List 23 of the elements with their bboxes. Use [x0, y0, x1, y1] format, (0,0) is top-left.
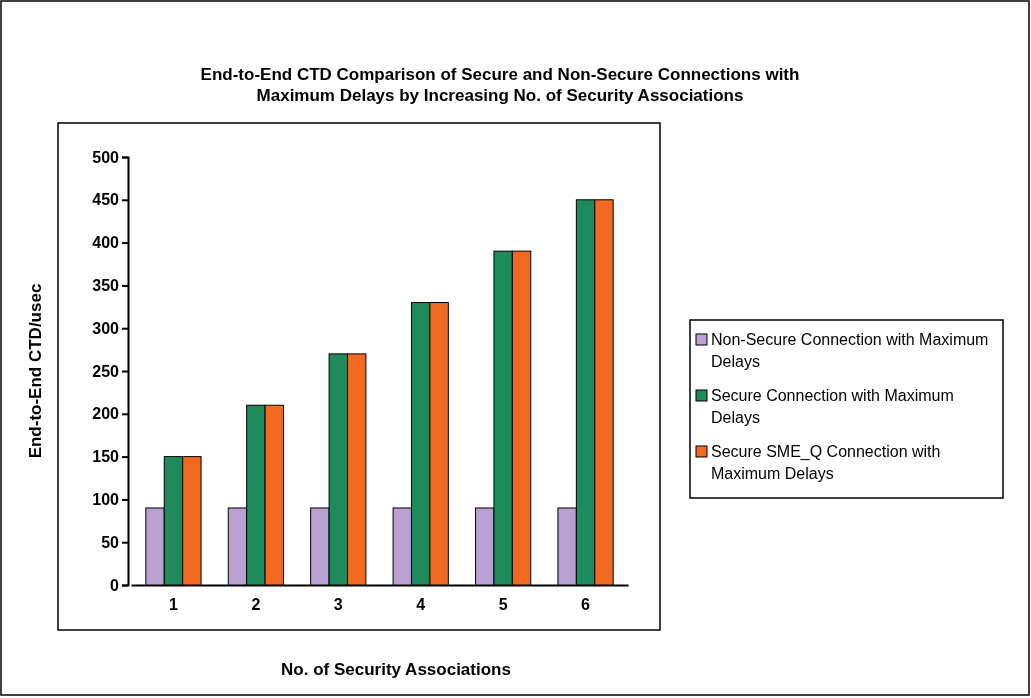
- y-tick-label: 200: [92, 405, 120, 423]
- x-axis-title: No. of Security Associations: [281, 660, 511, 679]
- y-tick-label: 250: [92, 362, 120, 380]
- x-tick-label: 5: [498, 596, 508, 614]
- x-tick-label: 6: [581, 596, 591, 614]
- x-tick-label: 3: [333, 596, 343, 614]
- y-tick-label: 0: [110, 576, 120, 594]
- y-tick-label: 450: [92, 191, 120, 209]
- y-tick-label: 300: [92, 319, 120, 337]
- chart-title: End-to-End CTD Comparison of Secure and Non-Secure Connections with Maximum Delays by Increasing No. of Security Associations: [200, 65, 800, 105]
- legend-label: Secure SME_Q Connection with Maximum Delays: [711, 443, 941, 482]
- y-tick-label: 400: [92, 234, 120, 252]
- legend-label: Non-Secure Connection with Maximum Delays: [711, 331, 989, 370]
- x-tick-label: 2: [251, 596, 261, 614]
- x-tick-label: 1: [168, 596, 178, 614]
- y-tick-label: 500: [92, 148, 120, 166]
- y-tick-label: 350: [92, 277, 120, 295]
- x-tick-label: 4: [416, 596, 426, 614]
- y-tick-label: 150: [92, 448, 120, 466]
- y-tick-label: 100: [92, 491, 120, 509]
- legend-label: Secure Connection with Maximum Delays: [711, 387, 954, 426]
- y-tick-label: 50: [101, 533, 120, 551]
- y-axis-title: End-to-End CTD/usec: [26, 283, 45, 459]
